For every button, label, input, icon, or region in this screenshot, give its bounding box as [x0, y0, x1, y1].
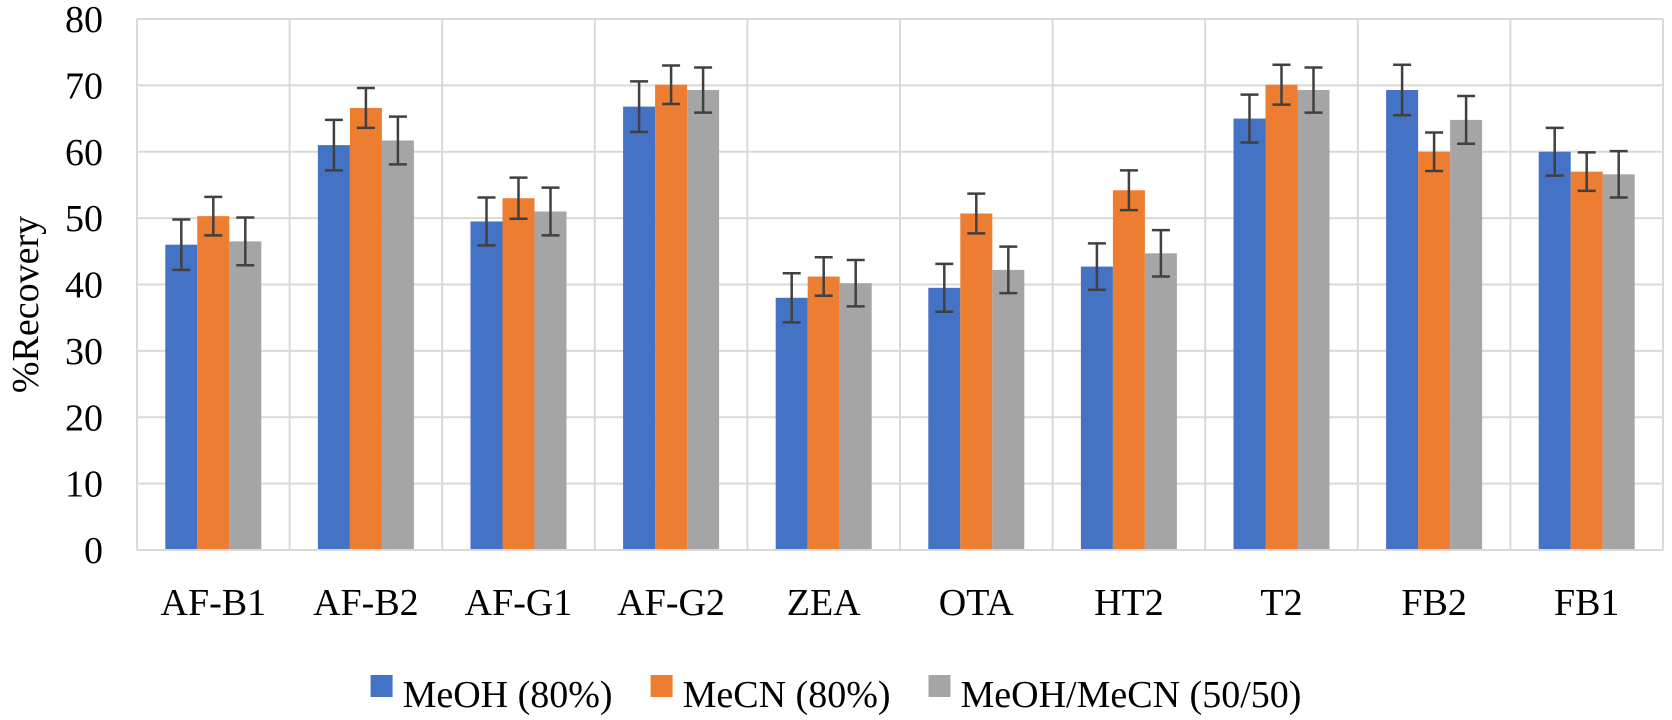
error-bar — [236, 216, 255, 267]
error-bar — [662, 64, 681, 106]
bar-ota-series-3 — [992, 269, 1025, 550]
legend-item-2: MeCN (80%) — [650, 674, 891, 716]
bar-fb1-series-3 — [1602, 174, 1635, 550]
x-tick-label: FB2 — [1401, 582, 1466, 624]
y-axis-ticks: 0 10 20 30 40 50 60 70 80 — [65, 0, 103, 572]
bar-af-g2-series-3 — [687, 90, 720, 551]
bar-zea-series-1 — [775, 297, 808, 550]
x-tick-label: AF-B1 — [161, 582, 267, 624]
error-bar — [1393, 63, 1412, 117]
bar-ht2-series-2 — [1112, 190, 1145, 550]
bar-af-b2-series-2 — [349, 107, 382, 550]
y-tick-label: 10 — [65, 464, 103, 506]
bar-ota-series-2 — [960, 213, 993, 550]
x-tick-label: HT2 — [1094, 582, 1164, 624]
error-bar — [1119, 169, 1138, 212]
x-axis-ticks: AF-B1 AF-B2 AF-G1 AF-G2 ZEA OTA HT2 T2 FB2 FB1 — [161, 582, 1620, 624]
error-bar — [1545, 126, 1564, 177]
bar-af-g1-series-2 — [502, 198, 535, 550]
y-tick-label: 70 — [65, 65, 103, 107]
bar-af-b1-series-3 — [229, 241, 262, 550]
error-bar — [172, 218, 191, 272]
y-tick-label: 30 — [65, 331, 103, 373]
bar-af-b2-series-3 — [381, 140, 414, 550]
bar-af-g1-series-1 — [470, 221, 503, 550]
bar-ota-series-1 — [928, 287, 961, 550]
bar-af-g2-series-1 — [623, 106, 656, 551]
error-bar — [204, 195, 223, 237]
bar-fb2-series-1 — [1386, 90, 1419, 551]
bar-zea-series-2 — [807, 276, 840, 550]
error-bar — [999, 245, 1018, 295]
bar-t2-series-1 — [1233, 118, 1266, 550]
legend-swatch — [370, 675, 393, 697]
x-tick-label: ZEA — [787, 582, 861, 624]
error-bars — [172, 63, 1628, 324]
error-bar — [541, 186, 560, 237]
error-bar — [694, 66, 713, 114]
y-tick-label: 20 — [65, 397, 103, 439]
y-axis-title: %Recovery — [5, 216, 47, 393]
error-bar — [477, 196, 496, 247]
y-tick-label: 60 — [65, 132, 103, 174]
error-bar — [388, 115, 407, 166]
y-tick-label: 50 — [65, 198, 103, 240]
error-bar — [1609, 149, 1628, 199]
bar-t2-series-3 — [1297, 90, 1330, 551]
bar-zea-series-3 — [839, 283, 872, 550]
legend-label: MeCN (80%) — [683, 674, 891, 716]
bar-fb1-series-1 — [1538, 151, 1571, 550]
error-bar — [630, 80, 649, 134]
legend-swatch — [650, 675, 673, 697]
error-bar — [935, 262, 954, 313]
bar-af-g2-series-2 — [655, 84, 688, 551]
y-tick-label: 40 — [65, 265, 103, 307]
bar-ht2-series-3 — [1144, 253, 1177, 550]
x-tick-label: AF-G2 — [617, 582, 725, 624]
x-tick-label: AF-B2 — [313, 582, 419, 624]
legend-label: MeOH/MeCN (50/50) — [961, 674, 1302, 716]
bar-af-b2-series-1 — [317, 145, 350, 551]
bar-fb2-series-2 — [1418, 151, 1451, 550]
bar-fb1-series-2 — [1570, 171, 1603, 550]
bar-fb2-series-3 — [1450, 119, 1483, 550]
error-bar — [1151, 228, 1170, 278]
error-bar — [782, 271, 801, 324]
bar-af-b1-series-2 — [197, 216, 230, 551]
legend: MeOH (80%) MeCN (80%) MeOH/MeCN (50/50) — [370, 674, 1302, 716]
legend-swatch — [928, 675, 951, 697]
error-bar — [1272, 63, 1291, 106]
bar-af-g1-series-3 — [534, 211, 567, 551]
bar-ht2-series-1 — [1080, 266, 1113, 550]
x-tick-label: AF-G1 — [465, 582, 573, 624]
x-tick-label: OTA — [939, 582, 1015, 624]
error-bar — [509, 176, 528, 221]
x-tick-label: T2 — [1260, 582, 1302, 624]
legend-item-1: MeOH (80%) — [370, 674, 613, 716]
error-bar — [1577, 151, 1596, 193]
error-bar — [1425, 131, 1444, 173]
bar-af-b1-series-1 — [165, 244, 198, 551]
y-tick-label: 0 — [84, 530, 103, 572]
error-bar — [967, 192, 986, 235]
y-tick-label: 80 — [65, 0, 103, 41]
bars — [165, 84, 1635, 551]
legend-label: MeOH (80%) — [403, 674, 613, 716]
x-tick-label: FB1 — [1554, 582, 1619, 624]
error-bar — [846, 258, 865, 308]
error-bar — [814, 256, 833, 298]
error-bar — [1087, 242, 1106, 292]
bar-t2-series-2 — [1265, 84, 1298, 551]
error-bar — [356, 86, 375, 130]
legend-item-3: MeOH/MeCN (50/50) — [928, 674, 1302, 716]
error-bar — [1457, 94, 1476, 146]
error-bar — [1304, 66, 1323, 114]
error-bar — [324, 118, 343, 172]
error-bar — [1240, 93, 1259, 144]
